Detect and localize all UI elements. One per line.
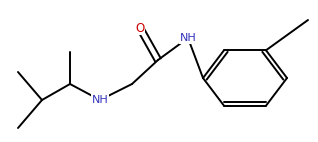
- Text: NH: NH: [180, 33, 197, 43]
- Text: O: O: [135, 21, 145, 35]
- Text: NH: NH: [92, 95, 108, 105]
